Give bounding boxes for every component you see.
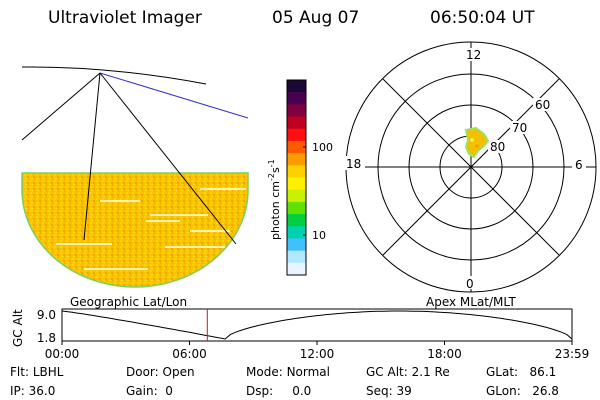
info-dsp: Dsp: 0.0: [246, 384, 312, 398]
mlt-label-0: 0: [466, 277, 474, 291]
colorbar-tick-10: 10: [312, 229, 326, 242]
colorbar-cell: [287, 250, 306, 264]
instrument-title: Ultraviolet Imager: [48, 8, 202, 28]
colorbar-cell: [287, 201, 306, 215]
alt-axis-label: GC Alt: [11, 309, 25, 347]
colorbar-cell: [287, 177, 306, 191]
colorbar-cell: [287, 238, 306, 252]
aurora-emission-blob: [464, 126, 490, 159]
polar-panel-label: Apex MLat/MLT: [426, 295, 516, 309]
colorbar-cell: [287, 140, 306, 154]
mlt-label-18: 18: [346, 157, 361, 171]
mlt-label-12: 12: [466, 48, 481, 62]
colorbar-tick-100: 100: [312, 141, 333, 154]
date-label: 05 Aug 07: [272, 8, 360, 28]
lat-label-70: 70: [512, 121, 527, 135]
info-seq: Seq: 39: [366, 384, 412, 398]
colorbar-cell: [287, 153, 306, 166]
geo-panel-label: Geographic Lat/Lon: [70, 295, 188, 309]
geo-latitude-arc: [21, 66, 207, 85]
info-glon: GLon: 26.8: [486, 384, 559, 398]
colorbar-cell: [287, 226, 306, 239]
lat-label-60: 60: [535, 98, 550, 112]
info-mode: Mode: Normal: [246, 365, 330, 379]
time-tick-4: 23:59: [555, 347, 590, 361]
colorbar-cell: [287, 189, 306, 203]
geo-image-footprint: [21, 172, 249, 288]
image-streaks: [56, 188, 246, 270]
altitude-curve: [61, 310, 573, 340]
time-tick-0: 00:00: [45, 347, 80, 361]
info-glat: GLat: 86.1: [486, 365, 557, 379]
info-door: Door: Open: [126, 365, 195, 379]
alt-tick-low: 1.8: [37, 331, 56, 345]
info-ip: IP: 36.0: [10, 384, 56, 398]
colorbar-cell: [287, 214, 306, 227]
time-tick-2: 12:00: [300, 347, 335, 361]
mlt-label-6: 6: [575, 158, 583, 172]
info-gcalt: GC Alt: 2.1 Re: [366, 365, 450, 379]
info-flt: Flt: LBHL: [10, 365, 64, 379]
colorbar-cell: [287, 262, 306, 276]
colorbar-unit-label: photon cm-2s-1: [267, 159, 282, 240]
geo-meridian-2: [83, 72, 101, 241]
colorbar-cell: [287, 116, 306, 130]
colorbar-cell: [287, 165, 306, 178]
geo-meridian-3: [99, 72, 237, 245]
time-label: 06:50:04 UT: [430, 8, 535, 28]
alt-tick-high: 9.0: [37, 308, 56, 322]
time-tick-3: 18:00: [427, 347, 462, 361]
colorbar-cell: [287, 128, 306, 142]
geo-meridian-1: [21, 72, 101, 141]
colorbar-cell: [287, 92, 306, 105]
info-gain: Gain: 0: [126, 384, 173, 398]
colorbar-cell: [287, 104, 306, 118]
colorbar-cell: [287, 80, 306, 93]
lat-label-80: 80: [490, 140, 505, 154]
geo-accent-line: [99, 72, 249, 119]
time-tick-1: 06:00: [172, 347, 207, 361]
polar-diag-2: [382, 78, 560, 256]
